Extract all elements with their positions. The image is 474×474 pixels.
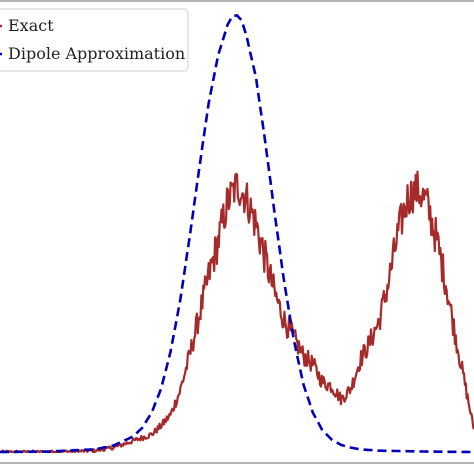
legend: Exact Dipole Approximation (0, 8, 189, 72)
series-layer (0, 14, 474, 454)
legend-entry-dipole-approximation: Dipole Approximation (8, 44, 185, 63)
series-line-exact (0, 170, 474, 454)
series-line-dipole-approximation (0, 14, 474, 454)
legend-entry-exact: Exact (8, 16, 54, 35)
legend-box (0, 8, 189, 72)
